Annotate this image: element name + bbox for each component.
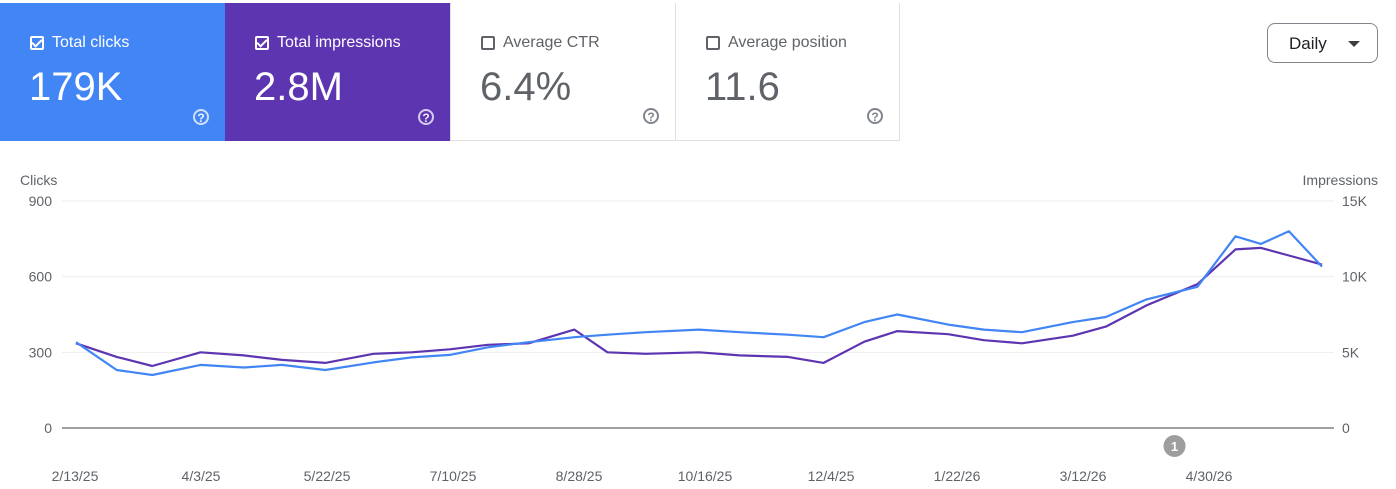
- left-tick-label: 600: [29, 269, 53, 285]
- metric-label: Total impressions: [277, 34, 401, 51]
- annotation-badge[interactable]: [1163, 435, 1186, 457]
- left-tick-label: 0: [44, 420, 52, 436]
- series-line-impressions: [75, 246, 1323, 368]
- left-tick-label: 900: [29, 193, 53, 209]
- x-tick-label: 5/22/25: [304, 468, 351, 484]
- checkbox-unchecked-icon[interactable]: [706, 36, 720, 50]
- series-line-clicks: [75, 230, 1323, 377]
- x-tick-label: 1/22/26: [934, 468, 981, 484]
- metric-card-average-ctr[interactable]: Average CTR 6.4% ?: [450, 3, 675, 141]
- metric-card-total-clicks[interactable]: Total clicks 179K ?: [0, 3, 225, 141]
- annotation-label: 1: [1171, 439, 1178, 454]
- left-tick-label: 300: [29, 344, 53, 360]
- right-axis-title: Impressions: [1303, 172, 1378, 188]
- granularity-dropdown-value: Daily: [1289, 34, 1327, 53]
- metric-card-average-position[interactable]: Average position 11.6 ?: [675, 3, 900, 141]
- question-icon[interactable]: ?: [867, 108, 883, 124]
- metric-label: Average position: [728, 34, 847, 51]
- checkbox-checked-icon[interactable]: [255, 36, 269, 50]
- right-tick-label: 15K: [1342, 193, 1368, 209]
- checkbox-unchecked-icon[interactable]: [481, 36, 495, 50]
- left-axis-title: Clicks: [20, 172, 57, 188]
- metric-value: 6.4%: [480, 65, 572, 109]
- metric-label: Average CTR: [503, 34, 600, 51]
- checkbox-checked-icon[interactable]: [30, 36, 44, 50]
- x-tick-label: 2/13/25: [52, 468, 99, 484]
- x-tick-label: 4/3/25: [182, 468, 221, 484]
- x-tick-label: 4/30/26: [1186, 468, 1233, 484]
- annotation-marker[interactable]: 1: [1163, 435, 1186, 457]
- question-icon[interactable]: ?: [193, 109, 209, 125]
- metric-value: 11.6: [705, 65, 780, 109]
- x-tick-label: 8/28/25: [556, 468, 603, 484]
- metric-card-header: Total impressions: [255, 34, 401, 52]
- right-tick-label: 0: [1342, 420, 1350, 436]
- x-tick-label: 10/16/25: [678, 468, 733, 484]
- question-icon[interactable]: ?: [418, 109, 434, 125]
- caret-down-icon: [1348, 41, 1360, 47]
- metric-value: 2.8M: [254, 65, 343, 109]
- x-tick-label: 3/12/26: [1060, 468, 1107, 484]
- metric-card-header: Average position: [706, 34, 847, 52]
- metric-card-header: Average CTR: [481, 34, 600, 52]
- metric-label: Total clicks: [52, 34, 130, 51]
- x-tick-label: 12/4/25: [808, 468, 855, 484]
- metric-value: 179K: [29, 65, 123, 109]
- question-icon[interactable]: ?: [643, 108, 659, 124]
- metric-card-header: Total clicks: [30, 34, 129, 52]
- right-tick-label: 10K: [1342, 269, 1368, 285]
- right-tick-label: 5K: [1342, 344, 1360, 360]
- x-tick-label: 7/10/25: [430, 468, 477, 484]
- metric-card-total-impressions[interactable]: Total impressions 2.8M ?: [225, 3, 450, 141]
- granularity-dropdown[interactable]: Daily: [1267, 23, 1378, 63]
- metric-cards: Total clicks 179K ? Total impressions 2.…: [0, 3, 900, 141]
